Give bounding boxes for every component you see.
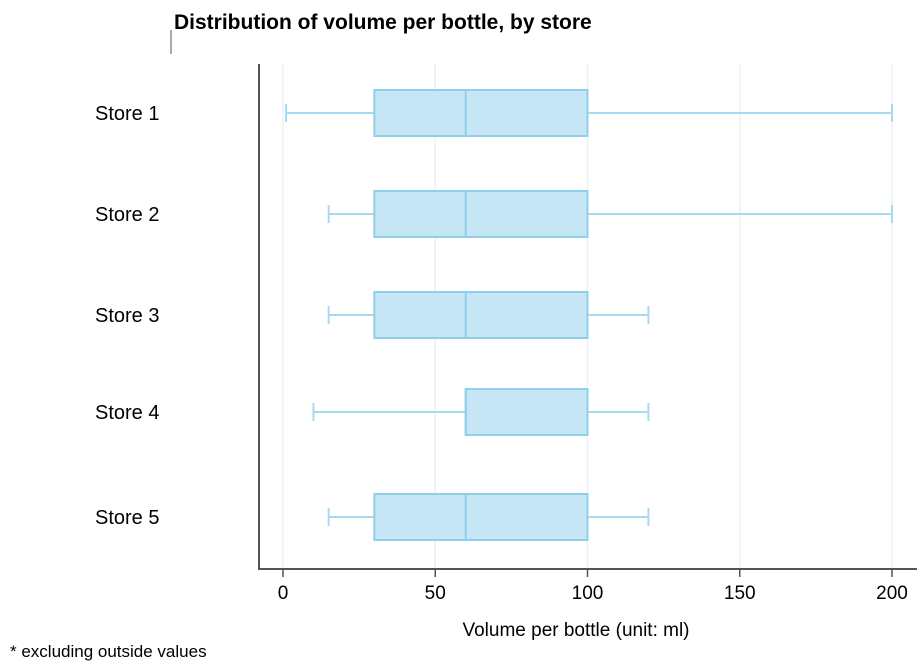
footnote: * excluding outside values bbox=[10, 642, 207, 661]
x-tick-label-150: 150 bbox=[724, 583, 756, 604]
x-tick-label-200: 200 bbox=[876, 583, 908, 604]
box-iqr-store-1 bbox=[373, 89, 589, 137]
category-labels: Store 1 Store 2 Store 3 Store 4 Store 5 bbox=[95, 103, 159, 529]
x-axis-ticks: 0 50 100 150 200 bbox=[278, 569, 908, 604]
box-iqr-store-2 bbox=[373, 190, 589, 238]
category-label-store-2: Store 2 bbox=[95, 204, 159, 226]
x-tick-label-50: 50 bbox=[425, 583, 446, 604]
box-iqr-store-4 bbox=[464, 388, 589, 436]
box-iqr-store-3 bbox=[373, 291, 589, 339]
box-iqr-store-5 bbox=[373, 493, 589, 541]
box-group-store-1 bbox=[285, 89, 893, 137]
box-group-store-4 bbox=[312, 388, 650, 436]
box-group-store-5 bbox=[327, 493, 650, 541]
x-tick-label-100: 100 bbox=[572, 583, 604, 604]
x-axis-title: Volume per bottle (unit: ml) bbox=[462, 620, 689, 641]
box-plot-series bbox=[285, 89, 893, 541]
box-group-store-3 bbox=[327, 291, 650, 339]
chart-title: Distribution of volume per bottle, by st… bbox=[174, 11, 592, 34]
category-label-store-1: Store 1 bbox=[95, 103, 159, 125]
category-label-store-3: Store 3 bbox=[95, 305, 159, 327]
box-group-store-2 bbox=[327, 190, 893, 238]
category-label-store-5: Store 5 bbox=[95, 507, 159, 529]
x-tick-label-0: 0 bbox=[278, 583, 289, 604]
category-label-store-4: Store 4 bbox=[95, 402, 159, 424]
